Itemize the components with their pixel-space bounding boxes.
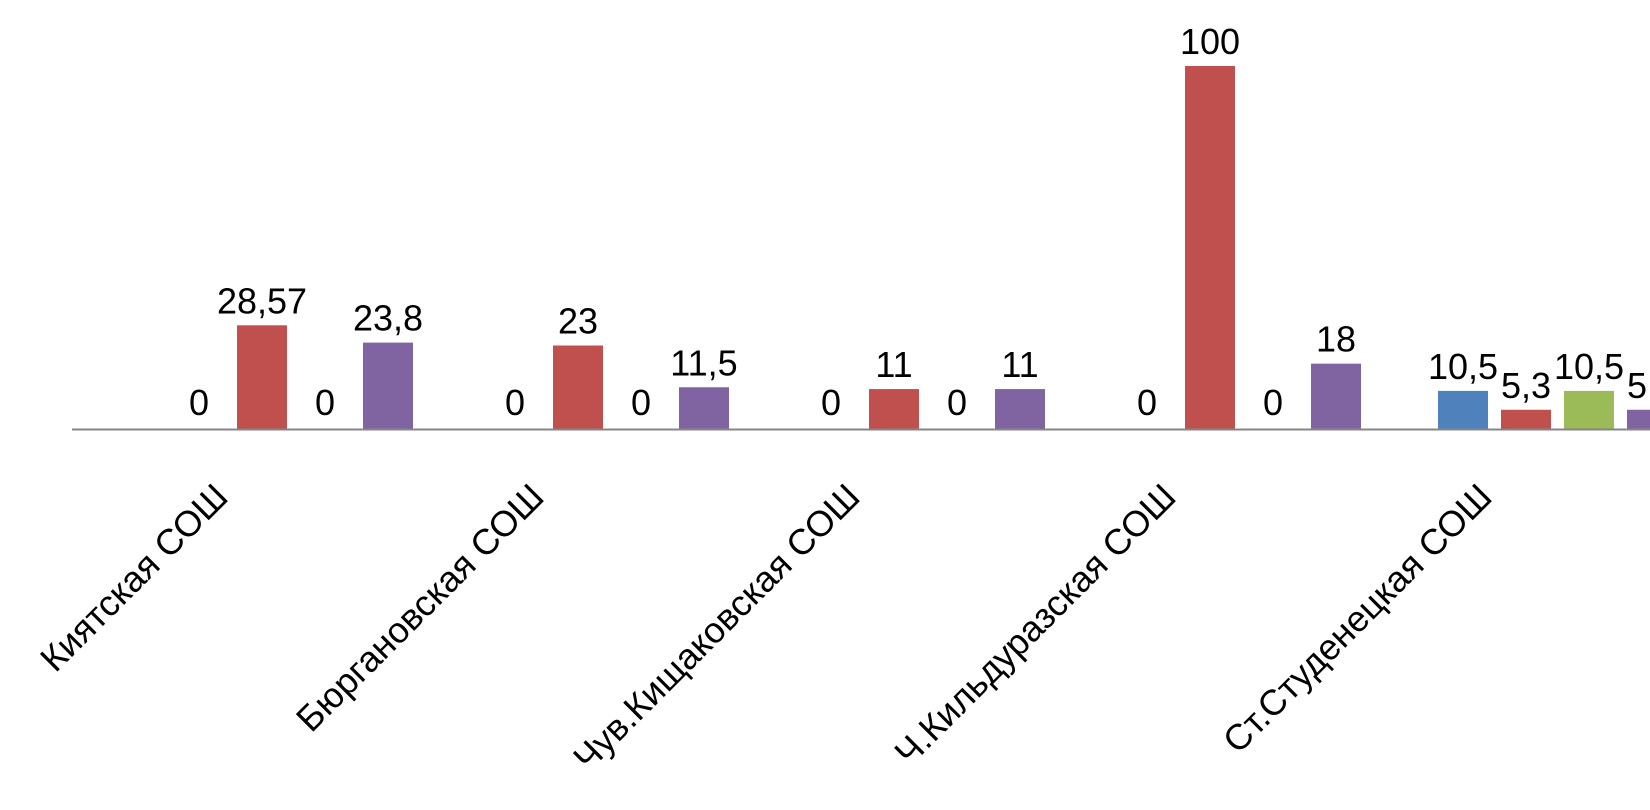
data-label-series-2-5: 5,3 <box>1501 365 1551 406</box>
bar-series-2-2 <box>553 345 603 429</box>
category-label-5: Ст.Студенецкая СОШ <box>1215 476 1500 761</box>
bar-series-4-1 <box>363 342 413 429</box>
bar-series-3-5 <box>1564 390 1614 429</box>
data-label-series-3-4: 0 <box>1263 382 1283 423</box>
category-label-2: Бюргановская СОШ <box>288 476 552 740</box>
category-label-4: Ч.Кильдуразская СОШ <box>886 476 1183 773</box>
data-label-series-3-5: 10,5 <box>1554 346 1624 387</box>
bar-series-2-5 <box>1501 409 1551 429</box>
category-labels-group: Киятская СОШ Бюргановская СОШ Чув.Кищаковс… <box>32 476 1500 779</box>
data-label-series-3-2: 0 <box>631 382 651 423</box>
data-label-series-2-3: 11 <box>875 344 912 385</box>
data-label-series-1-3: 0 <box>821 382 841 423</box>
bar-series-2-4 <box>1185 66 1235 429</box>
bar-series-4-3 <box>995 389 1045 429</box>
data-label-series-1-1: 0 <box>189 382 209 423</box>
data-label-series-4-1: 23,8 <box>353 298 423 339</box>
data-label-series-4-3: 11 <box>1001 344 1038 385</box>
bar-series-4-2 <box>679 387 729 429</box>
bar-series-4-5 <box>1627 409 1650 429</box>
data-label-series-2-1: 28,57 <box>217 280 307 321</box>
data-label-series-2-4: 100 <box>1180 21 1240 62</box>
data-label-series-3-3: 0 <box>947 382 967 423</box>
data-label-series-3-1: 0 <box>315 382 335 423</box>
category-label-3: Чув.Кищаковская СОШ <box>565 476 868 779</box>
bar-series-2-1 <box>237 325 287 429</box>
category-label-1: Киятская СОШ <box>32 476 236 680</box>
bar-series-2-3 <box>869 389 919 429</box>
bar-series-4-4 <box>1311 363 1361 429</box>
bar-series-1-5 <box>1438 390 1488 429</box>
data-label-series-1-2: 0 <box>505 382 525 423</box>
data-label-series-4-4: 18 <box>1316 319 1356 360</box>
bars-group <box>237 66 1650 429</box>
data-label-series-1-4: 0 <box>1137 382 1157 423</box>
data-label-series-1-5: 10,5 <box>1428 346 1498 387</box>
data-label-series-4-2: 11,5 <box>670 342 737 383</box>
data-label-series-2-2: 23 <box>558 301 598 342</box>
data-label-series-4-5: 5,3 <box>1627 365 1650 406</box>
